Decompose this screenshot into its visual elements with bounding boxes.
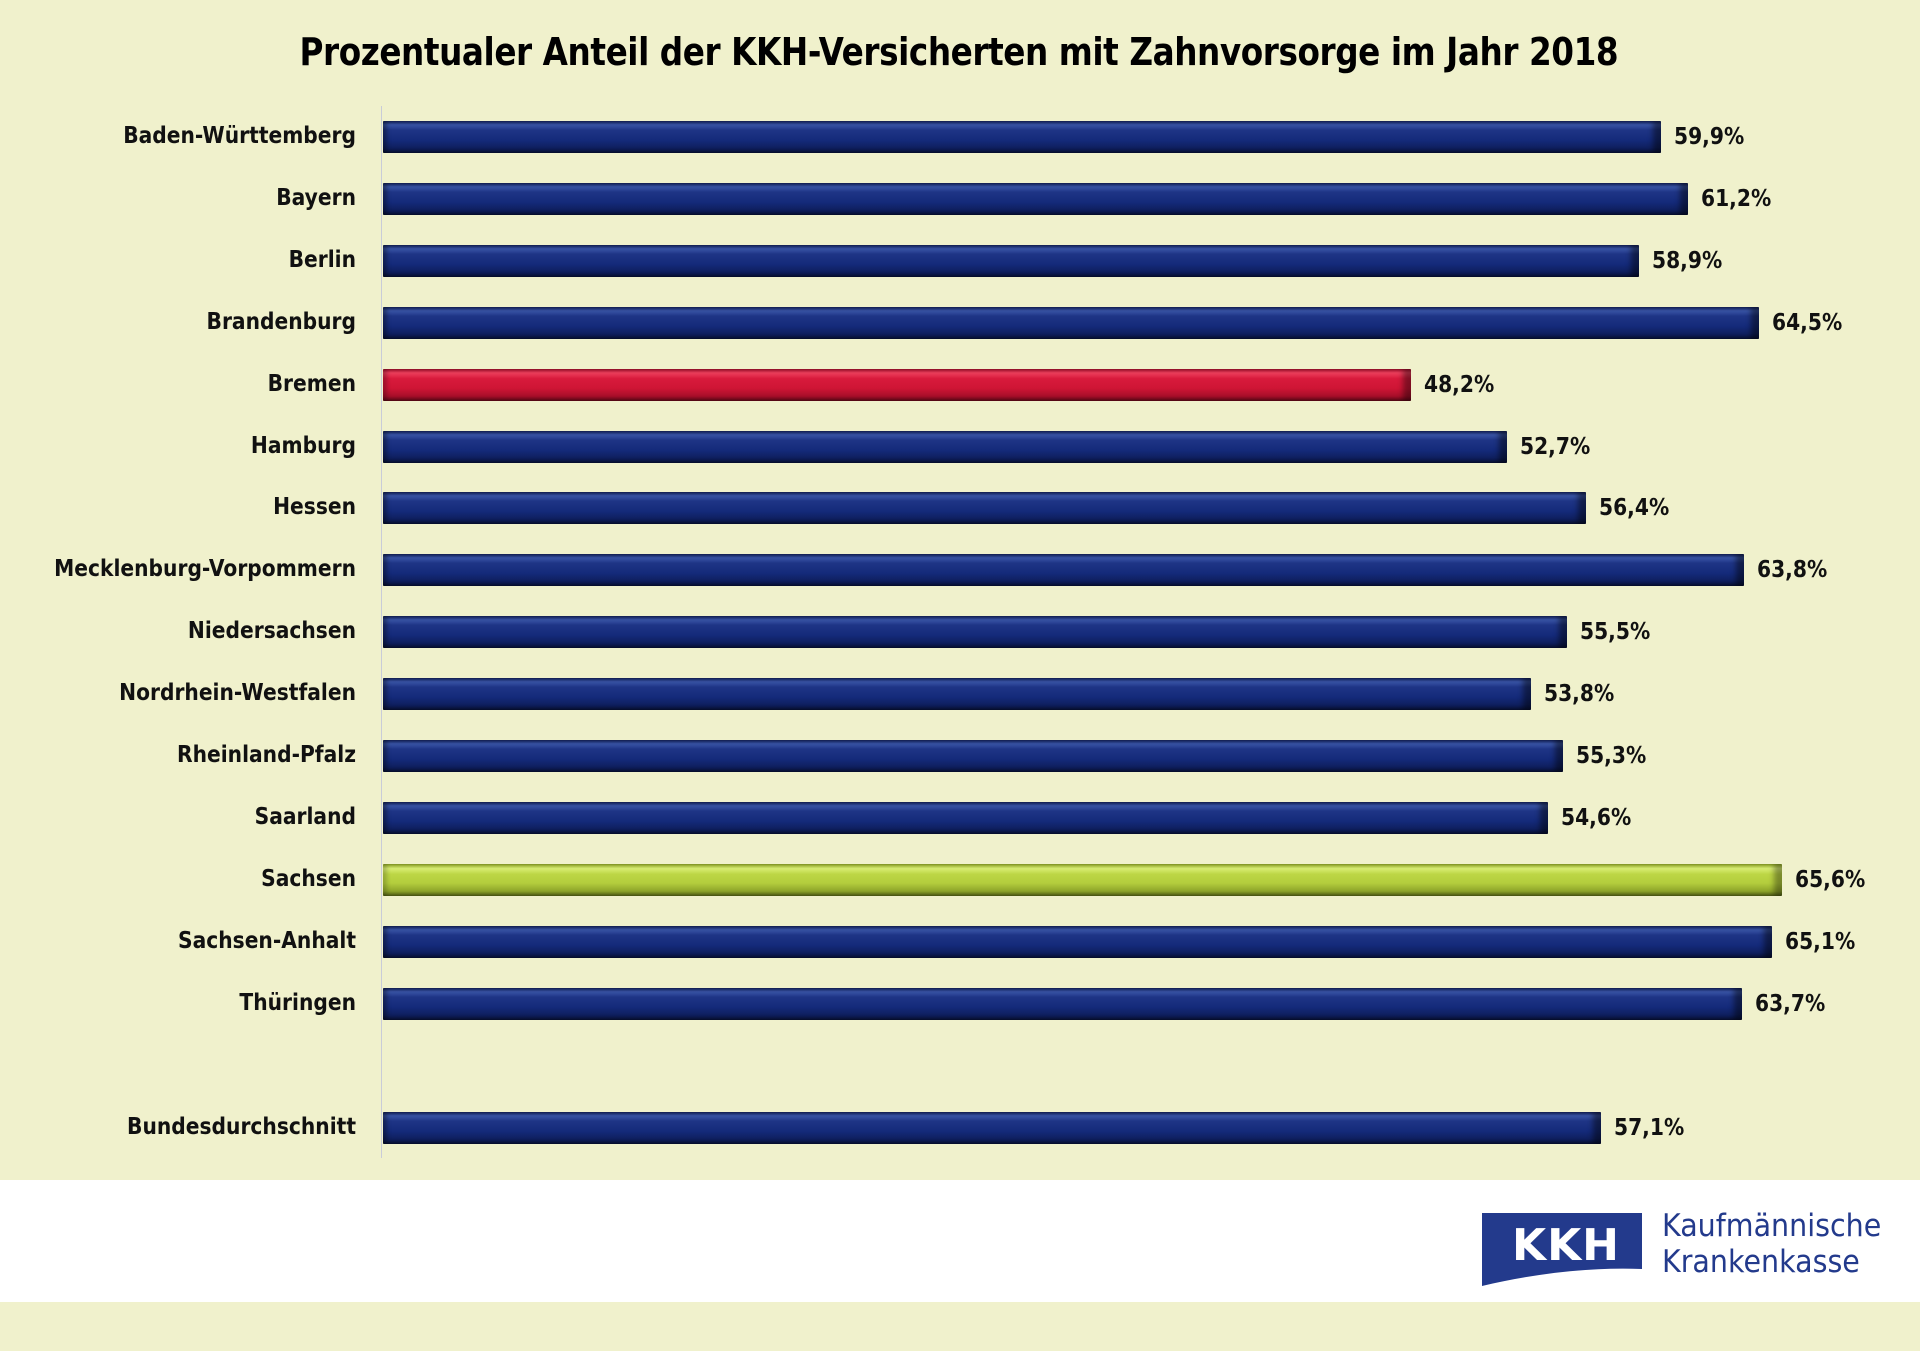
- category-label-hessen: Hessen: [273, 494, 356, 521]
- value-label-brandenburg: 64,5%: [1771, 309, 1843, 336]
- value-label-sachsen-anhalt: 65,1%: [1784, 928, 1855, 955]
- bar-nordrhein-westfalen: [383, 678, 1531, 711]
- kkh-logo-icon: [1482, 1213, 1642, 1286]
- category-label-niedersachsen: Niedersachsen: [187, 618, 356, 645]
- logo-text: KKH: [1511, 1220, 1620, 1271]
- value-label-bundesdurchschnitt: 57,1%: [1613, 1114, 1685, 1141]
- category-label-sachsen-anhalt: Sachsen-Anhalt: [178, 927, 356, 954]
- bar-niedersachsen: [383, 616, 1567, 649]
- bar-saarland: [383, 801, 1548, 834]
- brand-name-line1: Kaufmännische: [1662, 1208, 1882, 1244]
- category-label-rheinland-pfalz: Rheinland-Pfalz: [177, 742, 356, 768]
- category-label-berlin: Berlin: [288, 246, 356, 273]
- category-label-nordrhein-westfalen: Nordrhein-Westfalen: [119, 680, 356, 707]
- value-label-saarland: 54,6%: [1560, 804, 1631, 831]
- value-label-nordrhein-westfalen: 53,8%: [1543, 681, 1614, 708]
- chart-area: Prozentualer Anteil der KKH-Versicherten…: [54, 30, 1866, 1158]
- bar-mecklenburg-vorpommern: [383, 554, 1744, 587]
- value-label-bayern: 61,2%: [1701, 185, 1772, 212]
- category-label-thueringen: Thüringen: [239, 989, 356, 1016]
- bar-sachsen-anhalt: [383, 925, 1772, 958]
- category-axis-line: [381, 106, 382, 1158]
- category-label-brandenburg: Brandenburg: [206, 308, 356, 335]
- value-label-rheinland-pfalz: 55,3%: [1575, 743, 1646, 769]
- value-label-hamburg: 52,7%: [1520, 433, 1591, 460]
- bar-rheinland-pfalz: [383, 740, 1563, 772]
- value-label-berlin: 58,9%: [1652, 247, 1723, 274]
- category-label-baden-wuerttemberg: Baden-Württemberg: [123, 123, 356, 149]
- bar-bundesdurchschnitt: [383, 1111, 1601, 1144]
- bar-brandenburg: [383, 306, 1759, 339]
- category-label-saarland: Saarland: [254, 803, 356, 830]
- bar-baden-wuerttemberg: [383, 121, 1661, 153]
- value-label-sachsen: 65,6%: [1795, 866, 1866, 893]
- category-label-mecklenburg-vorpommern: Mecklenburg-Vorpommern: [54, 556, 357, 583]
- category-label-bremen: Bremen: [267, 370, 356, 397]
- category-label-sachsen: Sachsen: [261, 865, 356, 892]
- value-label-mecklenburg-vorpommern: 63,8%: [1756, 557, 1828, 584]
- bar-hamburg: [383, 430, 1508, 463]
- category-label-hamburg: Hamburg: [250, 432, 356, 459]
- value-label-baden-wuerttemberg: 59,9%: [1673, 124, 1744, 150]
- chart-title: Prozentualer Anteil der KKH-Versicherten…: [299, 30, 1619, 74]
- value-label-hessen: 56,4%: [1599, 495, 1670, 522]
- bar-bayern: [383, 182, 1689, 215]
- value-label-bremen: 48,2%: [1424, 371, 1495, 398]
- bar-sachsen: [383, 863, 1783, 896]
- bar-hessen: [383, 492, 1586, 525]
- footer: KKH Kaufmännische Krankenkasse: [0, 1180, 1920, 1302]
- value-label-niedersachsen: 55,5%: [1579, 619, 1651, 646]
- value-label-thueringen: 63,7%: [1754, 990, 1825, 1017]
- category-label-bundesdurchschnitt: Bundesdurchschnitt: [127, 1113, 356, 1140]
- bar-thueringen: [383, 987, 1742, 1020]
- bar-bremen: [383, 368, 1412, 401]
- category-label-bayern: Bayern: [276, 184, 356, 211]
- bar-berlin: [383, 244, 1640, 277]
- brand-name-line2: Krankenkasse: [1662, 1244, 1860, 1280]
